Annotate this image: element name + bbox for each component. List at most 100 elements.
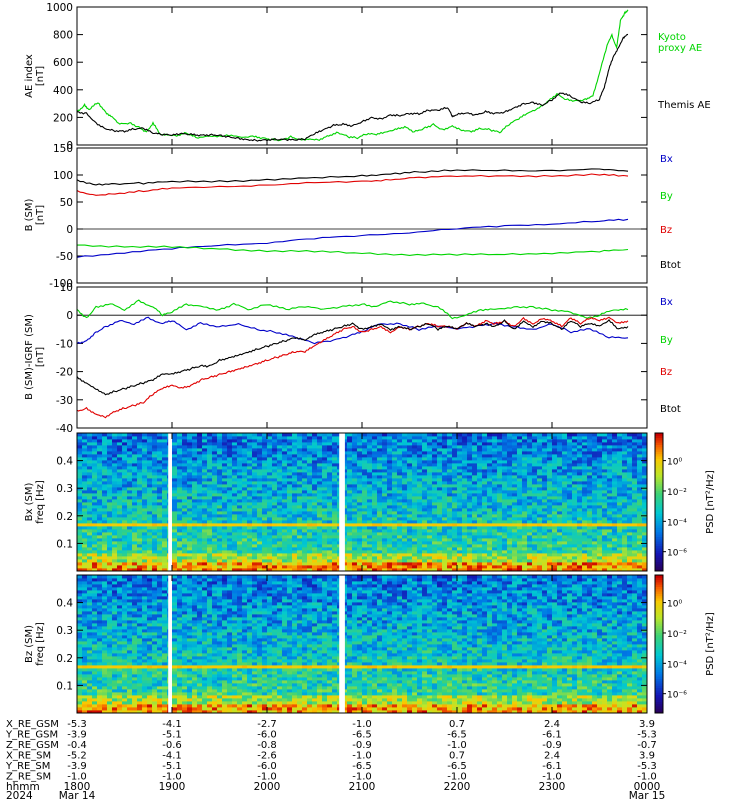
spectrogram-cell — [592, 511, 598, 515]
spectrogram-cell — [362, 469, 368, 473]
spectrogram-cell — [302, 523, 308, 527]
spectrogram-cell — [217, 541, 223, 545]
spectrogram-cell — [267, 562, 273, 566]
spectrogram-cell — [157, 454, 163, 458]
spectrogram-cell — [112, 535, 118, 539]
spectrogram-cell — [357, 499, 363, 503]
spectrogram-cell — [197, 499, 203, 503]
spectrogram-cell — [502, 460, 508, 464]
spectrogram-cell — [232, 562, 238, 566]
spectrogram-cell — [227, 451, 233, 455]
spectrogram-cell — [522, 499, 528, 503]
spectrogram-cell — [267, 565, 273, 569]
spectrogram-cell — [162, 469, 168, 473]
spectrogram-cell — [162, 568, 168, 572]
spectrogram-cell — [407, 562, 413, 566]
spectrogram-cell — [242, 442, 248, 446]
spectrogram-cell — [522, 493, 528, 497]
spectrogram-cell — [372, 433, 378, 437]
spectrogram-cell — [547, 442, 553, 446]
spectrogram-cell — [447, 457, 453, 461]
spectrogram-cell — [377, 493, 383, 497]
spectrogram-cell — [502, 433, 508, 437]
spectrogram-cell — [92, 511, 98, 515]
spectrogram-cell — [387, 508, 393, 512]
spectrogram-cell — [552, 496, 558, 500]
spectrogram-cell — [497, 526, 503, 530]
spectrogram-cell — [92, 445, 98, 449]
spectrogram-cell — [102, 532, 108, 536]
spectrogram-cell — [372, 562, 378, 566]
spectrogram-cell — [267, 463, 273, 467]
spectrogram-cell — [262, 448, 268, 452]
spectrogram-cell — [402, 562, 408, 566]
spectrogram-cell — [477, 445, 483, 449]
spectrogram-cell — [112, 448, 118, 452]
spectrogram-cell — [302, 505, 308, 509]
spectrogram-cell — [422, 490, 428, 494]
spectrogram-cell — [602, 505, 608, 509]
spectrogram-cell — [527, 556, 533, 560]
spectrogram-cell — [267, 568, 273, 572]
spectrogram-cell — [412, 541, 418, 545]
spectrogram-cell — [147, 568, 153, 572]
spectrogram-cell — [452, 544, 458, 548]
spectrogram-cell — [517, 565, 523, 569]
spectrogram-cell — [232, 529, 238, 533]
spectrogram-cell — [217, 553, 223, 557]
spectrogram-cell — [367, 523, 373, 527]
spectrogram-cell — [172, 523, 178, 527]
spectrogram-cell — [447, 445, 453, 449]
spectrogram-cell — [487, 481, 493, 485]
spectrogram-cell — [182, 535, 188, 539]
spectrogram-cell — [82, 451, 88, 455]
spectrogram-cell — [262, 463, 268, 467]
spectrogram-cell — [212, 496, 218, 500]
spectrogram-cell — [477, 487, 483, 491]
spectrogram-cell — [497, 559, 503, 563]
spectrogram-cell — [162, 493, 168, 497]
spectrogram-cell — [327, 493, 333, 497]
spectrogram-cell — [242, 547, 248, 551]
spectrogram-cell — [372, 544, 378, 548]
spectrogram-cell — [437, 550, 443, 554]
spectrogram-cell — [327, 478, 333, 482]
spectrogram-cell — [532, 493, 538, 497]
spectrogram-cell — [587, 550, 593, 554]
spectrogram-cell — [302, 466, 308, 470]
spectrogram-cell — [212, 478, 218, 482]
spectrogram-cell — [552, 478, 558, 482]
spectrogram-cell — [92, 568, 98, 572]
spectrogram-cell — [197, 547, 203, 551]
spectrogram-cell — [122, 559, 128, 563]
spectrogram-cell — [102, 445, 108, 449]
spectrogram-cell — [127, 481, 133, 485]
spectrogram-cell — [87, 526, 93, 530]
spectrogram-cell — [147, 502, 153, 506]
spectrogram-cell — [527, 484, 533, 488]
spectrogram-cell — [157, 523, 163, 527]
spectrogram-cell — [467, 454, 473, 458]
spectrogram-cell — [122, 493, 128, 497]
spectrogram-cell — [517, 505, 523, 509]
spectrogram-cell — [472, 490, 478, 494]
spectrogram-cell — [122, 508, 128, 512]
spectrogram-cell — [137, 553, 143, 557]
spectrogram-cell — [542, 508, 548, 512]
spectrogram-cell — [457, 433, 463, 437]
spectrogram-cell — [517, 538, 523, 542]
spectrogram-cell — [282, 541, 288, 545]
spectrogram-cell — [557, 514, 563, 518]
spectrogram-cell — [332, 466, 338, 470]
spectrogram-cell — [287, 553, 293, 557]
spectrogram-cell — [457, 529, 463, 533]
spectrogram-cell — [532, 463, 538, 467]
spectrogram-cell — [257, 475, 263, 479]
spectrogram-cell — [182, 514, 188, 518]
spectrogram-cell — [582, 496, 588, 500]
spectrogram-cell — [237, 472, 243, 476]
spectrogram-cell — [182, 562, 188, 566]
spectrogram-cell — [472, 457, 478, 461]
spectrogram-cell — [392, 451, 398, 455]
spectrogram-cell — [322, 499, 328, 503]
